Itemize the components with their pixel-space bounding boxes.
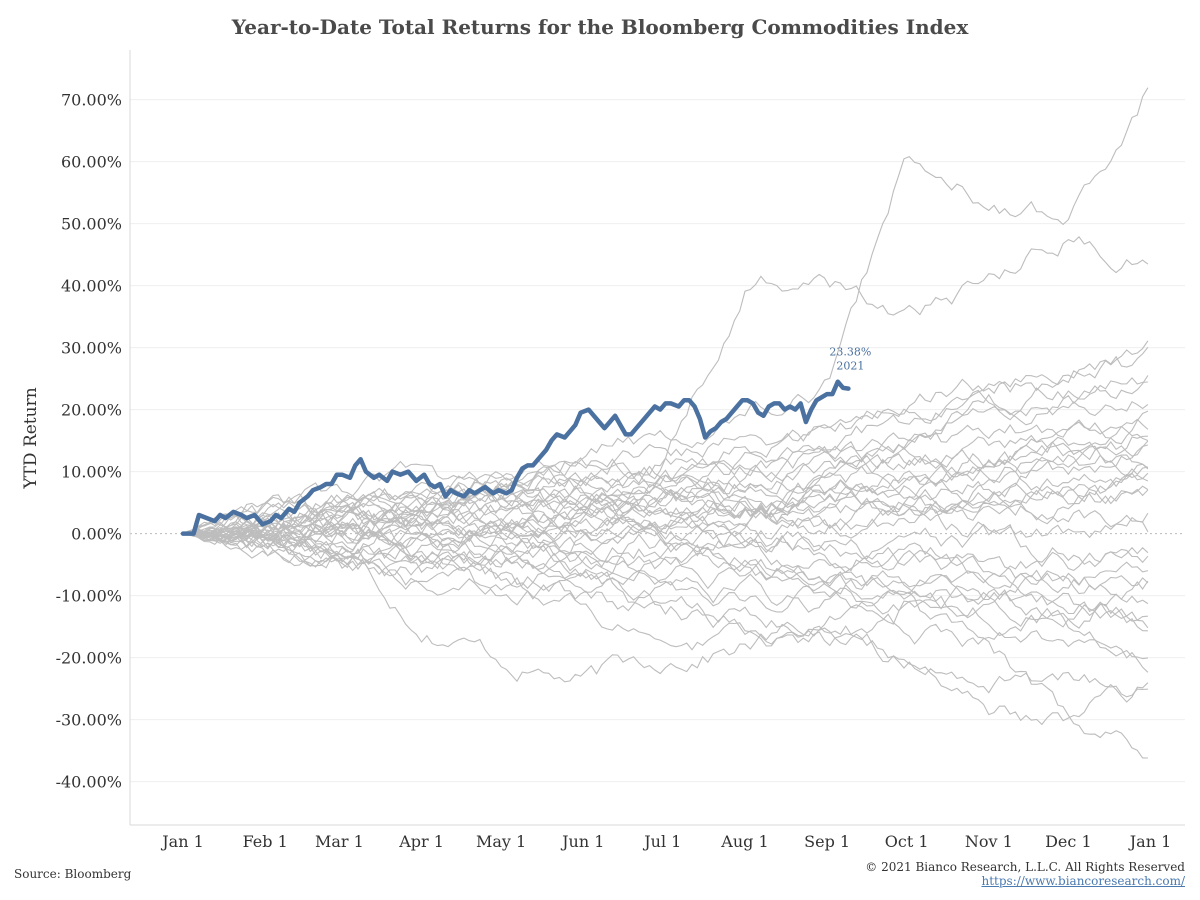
history-series-line — [182, 532, 1148, 637]
history-series-line — [182, 507, 1149, 601]
history-series-line — [182, 375, 1149, 544]
history-series-line — [182, 529, 1149, 629]
history-series-line — [182, 445, 1149, 549]
history-series-line — [182, 482, 1149, 555]
y-tick-label: 70.00% — [61, 91, 122, 110]
y-tick-labels: 70.00% 60.00% 50.00% 40.00% 30.00% 20.00% 10.0… — [56, 91, 122, 792]
history-series-line — [182, 87, 1149, 550]
highlight-series — [180, 379, 851, 536]
x-tick-label: Aug 1 — [720, 832, 768, 851]
history-series-line — [182, 235, 1149, 543]
copyright-text: © 2021 Bianco Research, L.L.C. All Right… — [865, 860, 1185, 874]
x-tick-label: Apr 1 — [398, 832, 444, 851]
history-series-line — [183, 472, 1149, 548]
highlight-year-label: 2021 — [836, 360, 864, 373]
y-tick-label: 60.00% — [61, 153, 122, 172]
x-tick-label: Jun 1 — [560, 832, 604, 851]
y-tick-label: 10.00% — [61, 463, 122, 482]
y-tick-label: -10.00% — [56, 587, 122, 606]
history-series-line — [182, 530, 1149, 673]
x-tick-label: Nov 1 — [965, 832, 1013, 851]
y-tick-label: -20.00% — [56, 649, 122, 668]
y-tick-label: -40.00% — [56, 773, 122, 792]
history-series-line — [182, 470, 1149, 537]
y-tick-label: -30.00% — [56, 711, 122, 730]
history-series-line — [182, 514, 1149, 572]
history-series-line — [182, 499, 1149, 553]
history-series-line — [182, 444, 1149, 569]
history-series-line — [182, 447, 1149, 535]
x-tick-label: Jul 1 — [642, 832, 681, 851]
history-series-line — [182, 533, 1148, 698]
history-series-line — [182, 523, 1149, 606]
copyright-block: © 2021 Bianco Research, L.L.C. All Right… — [865, 860, 1185, 888]
page-title: Year-to-Date Total Returns for the Bloom… — [231, 15, 969, 39]
x-tick-label: Jan 1 — [1128, 832, 1172, 851]
highlight-series-line — [180, 379, 851, 536]
historical-lines — [182, 87, 1149, 759]
gridlines — [130, 99, 1185, 783]
x-tick-label: Dec 1 — [1045, 832, 1092, 851]
history-series-line — [182, 434, 1148, 535]
y-axis-label: YTD Return — [21, 387, 41, 489]
y-tick-label: 40.00% — [61, 277, 122, 296]
x-tick-label: Mar 1 — [315, 832, 364, 851]
y-tick-label: 0.00% — [71, 525, 122, 544]
y-tick-label: 30.00% — [61, 339, 122, 358]
history-series-line — [182, 377, 1148, 542]
axes — [129, 50, 1185, 826]
x-tick-labels: Jan 1 Feb 1 Mar 1 Apr 1 May 1 Jun 1 Jul 1 Aug 1… — [160, 832, 1171, 851]
history-series-line — [182, 529, 1148, 622]
x-tick-label: Sep 1 — [804, 832, 850, 851]
history-series-line — [182, 532, 1149, 726]
x-tick-label: Jan 1 — [160, 832, 204, 851]
x-tick-label: Oct 1 — [885, 832, 929, 851]
y-tick-label: 20.00% — [61, 401, 122, 420]
history-series-line — [182, 528, 1149, 578]
website-link[interactable]: https://www.biancoresearch.com/ — [981, 874, 1185, 888]
x-tick-label: May 1 — [476, 832, 526, 851]
x-tick-label: Feb 1 — [243, 832, 288, 851]
history-series-line — [182, 340, 1149, 537]
history-series-line — [182, 410, 1149, 538]
source-note: Source: Bloomberg — [14, 867, 132, 881]
history-series-line — [182, 526, 1148, 660]
highlight-end-value: 23.38% — [829, 346, 871, 359]
y-tick-label: 50.00% — [61, 215, 122, 234]
